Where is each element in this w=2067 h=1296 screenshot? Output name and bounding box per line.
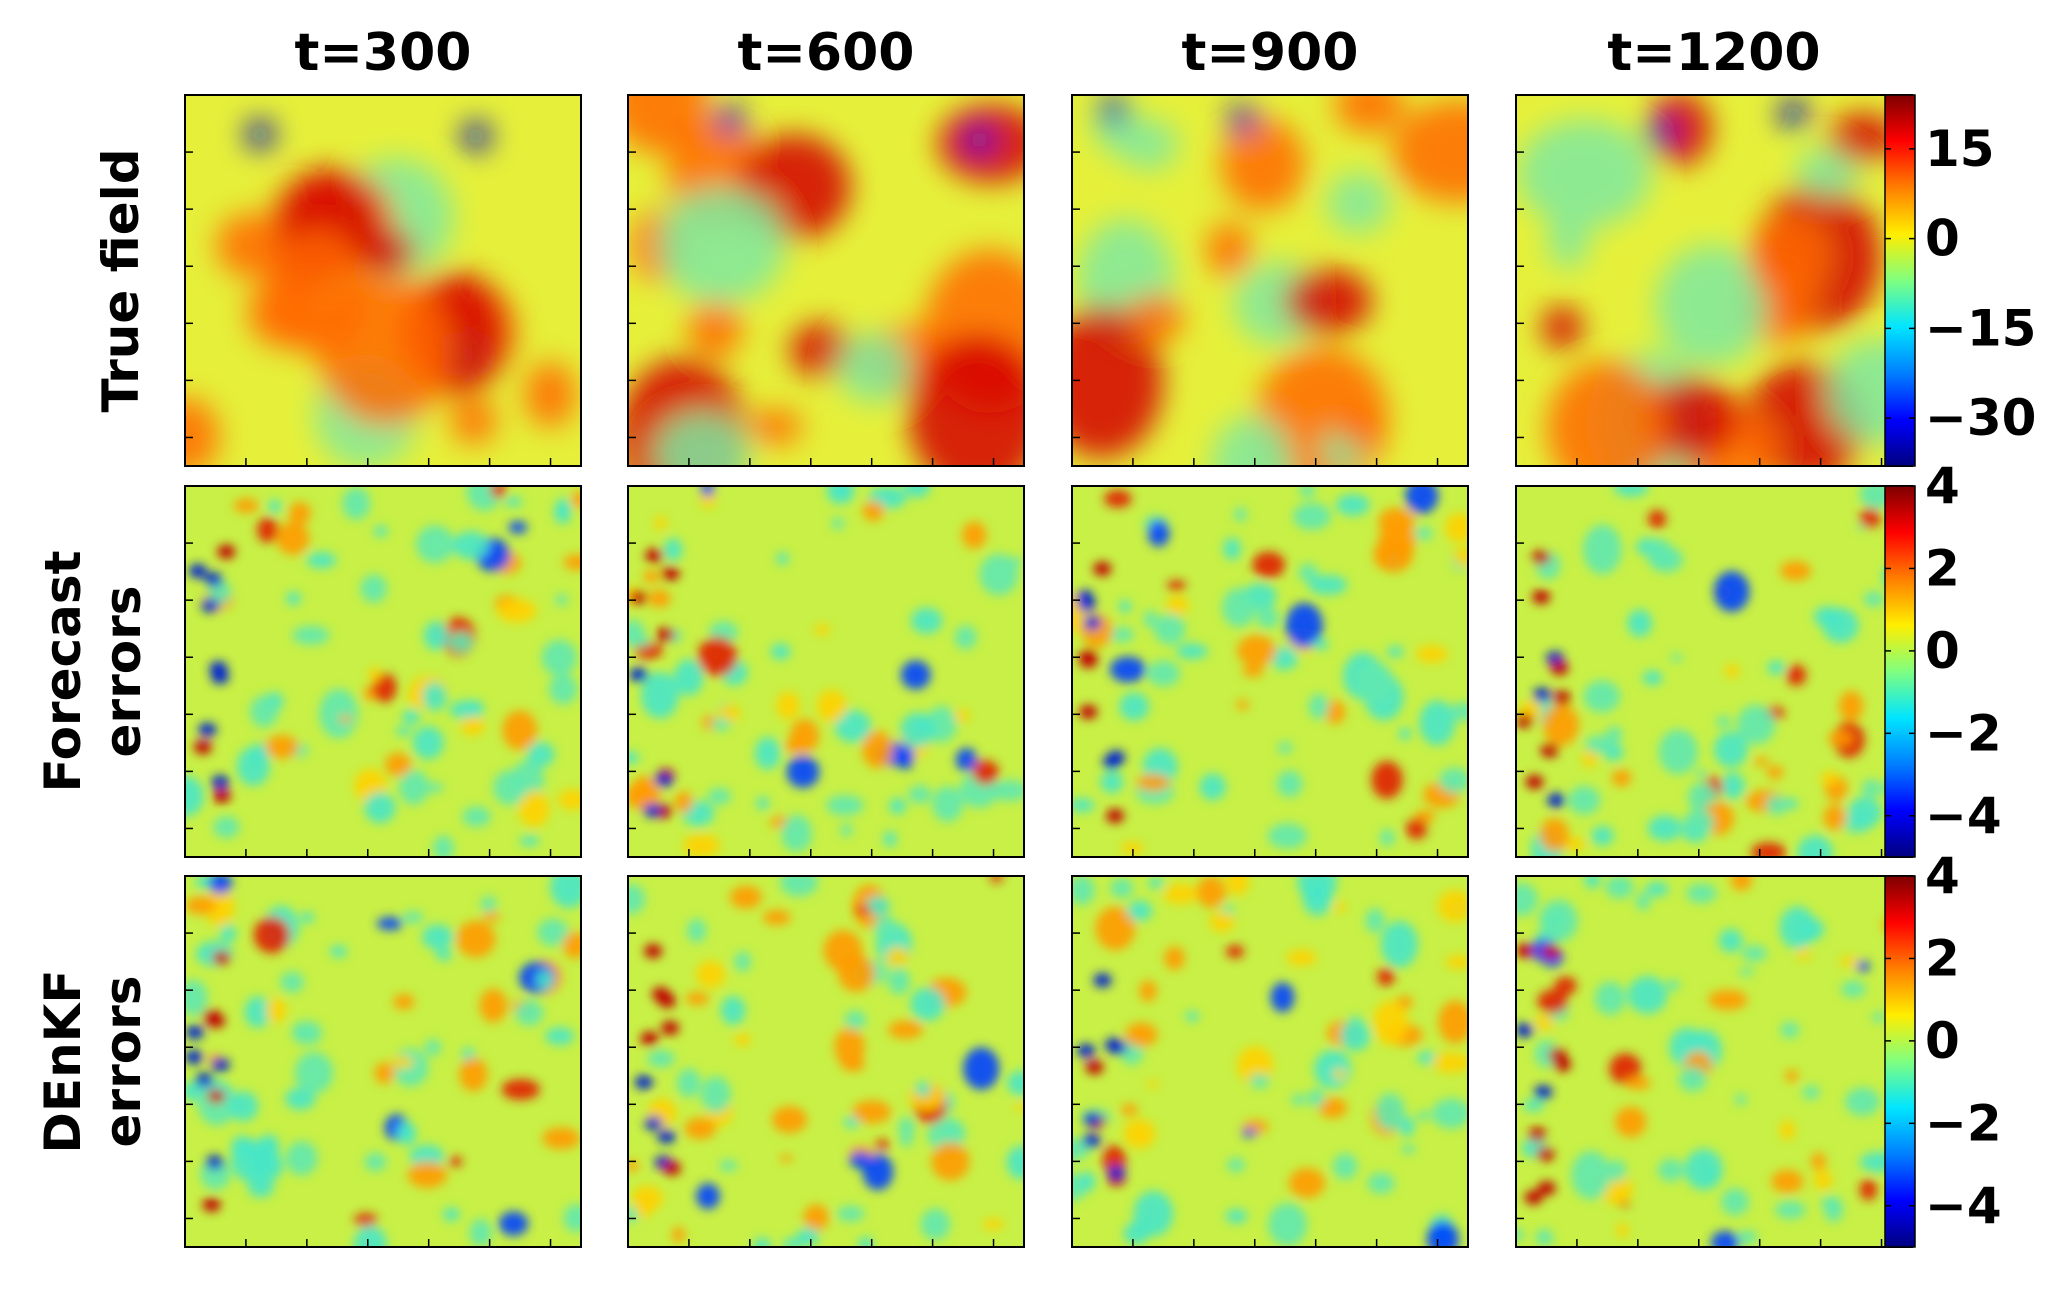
panel-frame (184, 485, 582, 858)
column-title: t=300 (295, 23, 472, 83)
colorbar-tick-label: −15 (1925, 299, 2036, 357)
panel-frame (1071, 875, 1469, 1248)
panel-frame (184, 875, 582, 1248)
row-label: Forecast (34, 550, 92, 792)
colorbar-tick-label: −4 (1925, 1177, 2002, 1235)
colorbar-tick-label: 0 (1925, 622, 1960, 680)
row-label: DEnKF (34, 969, 92, 1153)
colorbar-tick-label: 0 (1925, 210, 1960, 268)
panel-frame (627, 875, 1025, 1248)
colorbar-tick-label: −2 (1925, 704, 2002, 762)
colorbar-tick-label: 15 (1925, 120, 1995, 178)
column-title: t=900 (1182, 23, 1359, 83)
colorbar (1884, 875, 1916, 1248)
colorbar (1884, 94, 1916, 467)
colorbar-tick-label: 4 (1925, 847, 1960, 905)
colorbar-tick-label: 0 (1925, 1012, 1960, 1070)
panel-frame (627, 94, 1025, 467)
colorbar-tick-label: 4 (1925, 457, 1960, 515)
heatmap-panel (1072, 486, 1468, 857)
colorbar-tick-label: 2 (1925, 539, 1960, 597)
heatmap-panel (185, 876, 581, 1247)
colorbar-tick-label: −2 (1925, 1094, 2002, 1152)
row-label: errors (94, 976, 152, 1148)
heatmap-panel (628, 876, 1024, 1247)
colorbar (1884, 485, 1916, 858)
heatmap-panel (1072, 95, 1468, 466)
colorbar-tick-label: −30 (1925, 389, 2036, 447)
panel-frame (1071, 94, 1469, 467)
heatmap-panel (1516, 876, 1912, 1247)
panel-frame (1071, 485, 1469, 858)
heatmap-panel (185, 486, 581, 857)
heatmap-panel (1516, 95, 1912, 466)
colorbar-tick-label: 2 (1925, 929, 1960, 987)
row-label: errors (94, 586, 152, 758)
panels (184, 94, 1913, 1248)
panel-frame (627, 485, 1025, 858)
column-title: t=1200 (1607, 23, 1820, 83)
heatmap-panel (1516, 486, 1912, 857)
heatmap-panel (1072, 876, 1468, 1247)
column-title: t=600 (738, 23, 915, 83)
heatmap-panel (628, 95, 1024, 466)
column-titles: t=300 t=600 t=900 t=1200 (295, 23, 1821, 83)
panel-frame (184, 94, 582, 467)
heatmap-panel (628, 486, 1024, 857)
row-label: True field (92, 148, 150, 412)
colorbar-tick-label: −4 (1925, 787, 2002, 845)
heatmap-panel (185, 95, 581, 466)
